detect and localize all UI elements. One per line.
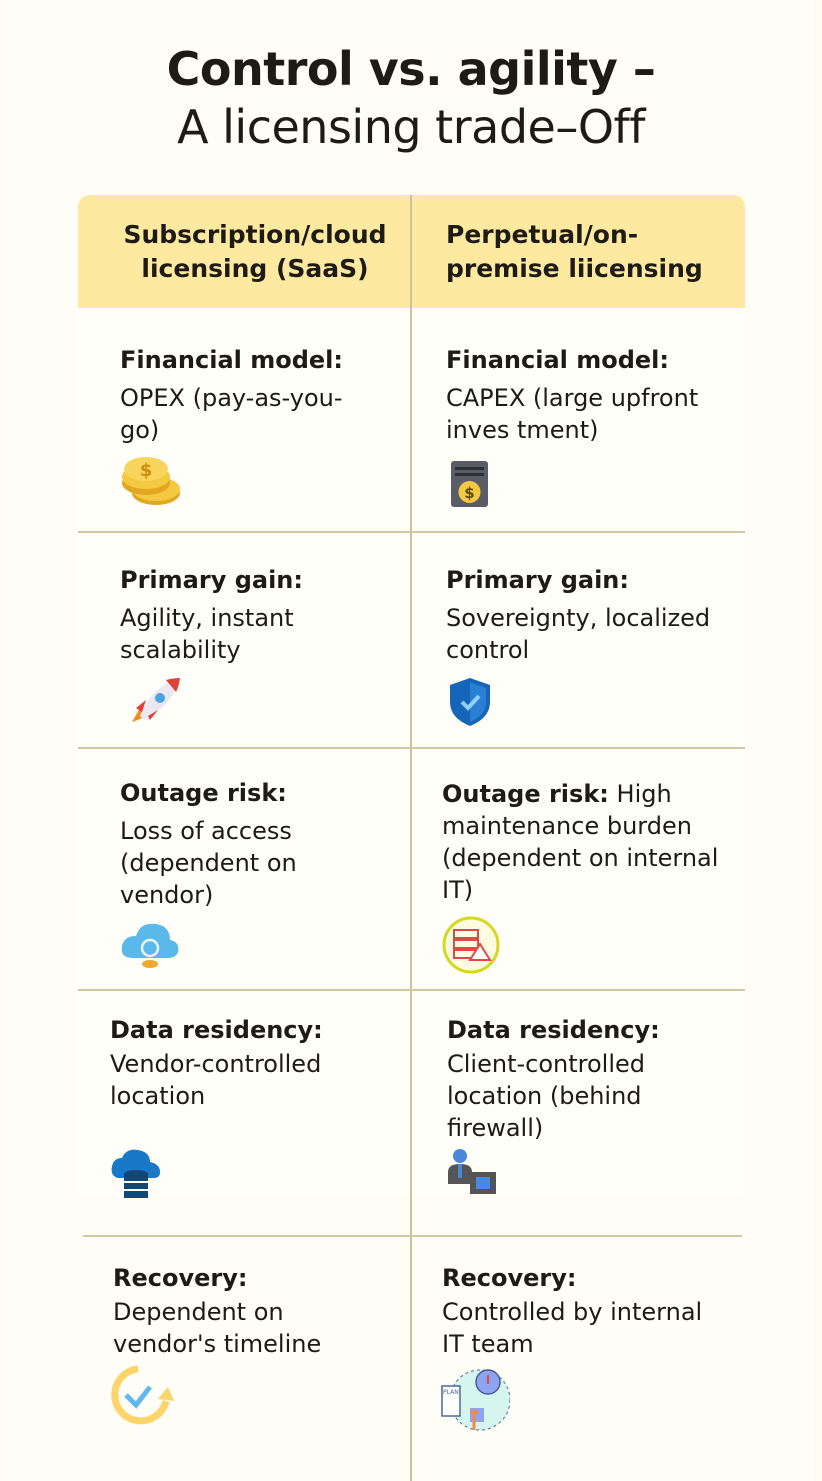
cell-label: Data residency: xyxy=(110,1016,323,1044)
cell-label: Financial model: xyxy=(446,346,669,374)
title-line-1: Control vs. agility – xyxy=(166,42,656,96)
cloud-sync-icon xyxy=(121,923,179,968)
server-dollar-icon: $ xyxy=(451,461,488,507)
svg-text:$: $ xyxy=(464,484,474,502)
cell-outage-saas: Outage risk: Loss of access (dependent o… xyxy=(120,777,380,911)
cell-recovery-perpetual: Recovery: Controlled by internal IT team xyxy=(442,1262,722,1360)
column-divider xyxy=(410,195,412,1481)
cell-text: Loss of access (dependent on vendor) xyxy=(120,817,297,909)
cell-gain-saas: Primary gain: Agility, instant scalabili… xyxy=(120,564,350,666)
row-divider xyxy=(83,1235,742,1237)
refresh-check-icon xyxy=(111,1365,174,1425)
row-divider xyxy=(78,531,745,533)
cell-label: Recovery: xyxy=(113,1264,248,1292)
shield-check-icon xyxy=(450,678,490,726)
cell-label: Primary gain: xyxy=(120,566,303,594)
cell-label: Primary gain: xyxy=(446,566,629,594)
cell-label: Outage risk: xyxy=(120,779,287,807)
cell-text: Sovereignty, localized control xyxy=(446,604,711,664)
cell-label: Financial model: xyxy=(120,346,343,374)
rocket-icon xyxy=(132,678,180,722)
cell-text: High maintenance burden (dependent on in… xyxy=(442,780,719,904)
cell-text: OPEX (pay-as-you-go) xyxy=(120,384,343,444)
row-divider xyxy=(78,989,745,991)
it-admin-chip-icon xyxy=(448,1149,496,1194)
cell-text: Vendor-controlled location xyxy=(110,1050,322,1110)
cell-outage-perpetual: Outage risk: High maintenance burden (de… xyxy=(442,778,722,906)
server-warning-icon xyxy=(442,916,500,974)
plan-gear-team-icon: PLAN xyxy=(441,1369,510,1431)
cell-text: Client-controlled location (behind firew… xyxy=(447,1050,645,1142)
row-divider xyxy=(78,747,745,749)
coins-icon: $ xyxy=(122,457,180,505)
cell-text: Controlled by internal IT team xyxy=(442,1298,703,1358)
svg-text:$: $ xyxy=(140,460,153,481)
title-line-2: A licensing trade–Off xyxy=(177,100,645,154)
cell-text: Dependent on vendor's timeline xyxy=(113,1298,322,1358)
plan-label: PLAN xyxy=(443,1389,459,1396)
cloud-database-icon xyxy=(111,1149,160,1198)
cell-financial-perpetual: Financial model: CAPEX (large upfront in… xyxy=(446,344,726,446)
cell-text: CAPEX (large upfront inves tment) xyxy=(446,384,699,444)
cell-recovery-saas: Recovery: Dependent on vendor's timeline xyxy=(113,1262,393,1360)
cell-residency-perpetual: Data residency: Client-controlled locati… xyxy=(447,1014,727,1144)
cell-label: Outage risk: xyxy=(442,780,609,808)
column-header-perpetual: Perpetual/on-premise liicensing xyxy=(446,220,703,283)
cell-label: Data residency: xyxy=(447,1016,660,1044)
cell-text: Agility, instant scalability xyxy=(120,604,294,664)
page-title: Control vs. agility – A licensing trade–… xyxy=(0,40,822,156)
cell-financial-saas: Financial model: OPEX (pay-as-you-go) xyxy=(120,344,350,446)
cell-residency-saas: Data residency: Vendor-controlled locati… xyxy=(110,1014,390,1112)
cell-label: Recovery: xyxy=(442,1264,577,1292)
column-header-saas: Subscription/cloud licensing (SaaS) xyxy=(123,220,387,283)
cell-gain-perpetual: Primary gain: Sovereignty, localized con… xyxy=(446,564,726,666)
